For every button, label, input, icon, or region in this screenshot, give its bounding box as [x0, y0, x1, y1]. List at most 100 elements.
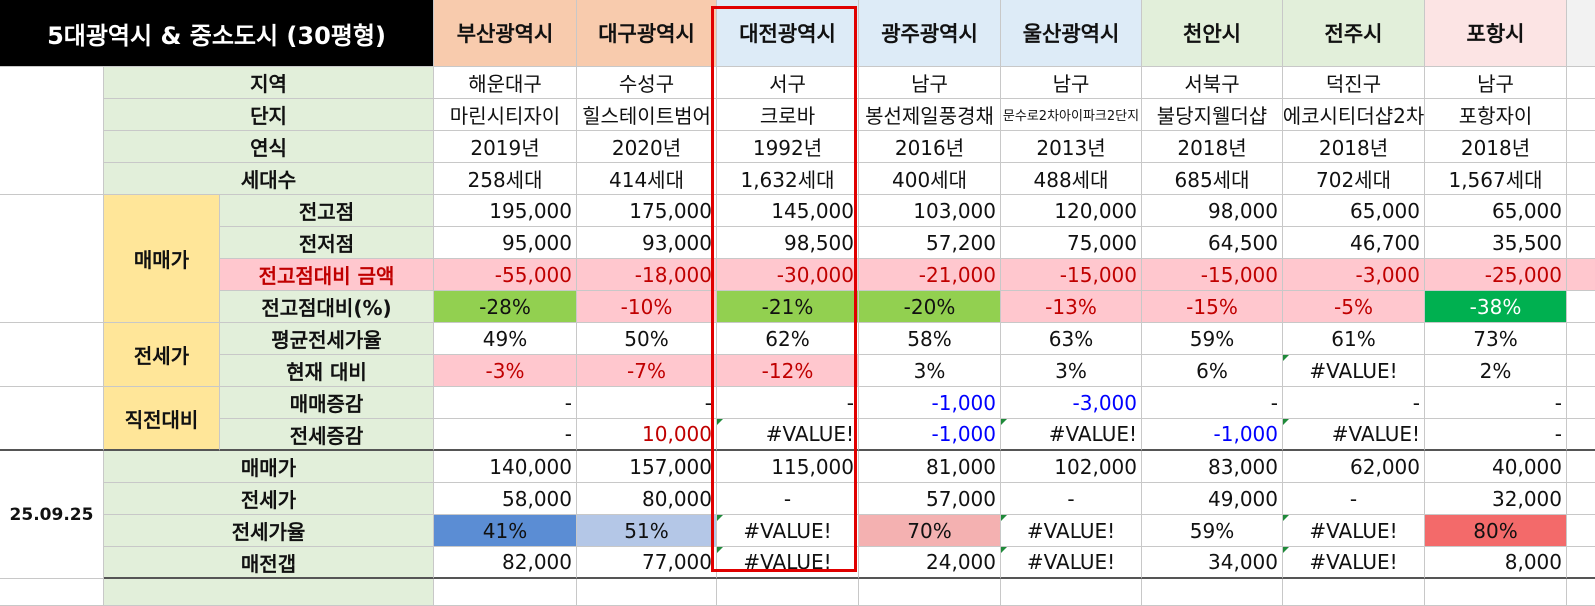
- city-header-daegu[interactable]: 대구광역시: [577, 0, 717, 67]
- table-cell[interactable]: -: [1425, 387, 1567, 419]
- table-cell[interactable]: -: [1283, 387, 1425, 419]
- empty-cell[interactable]: [0, 323, 104, 387]
- empty-cell[interactable]: [1567, 323, 1595, 355]
- table-cell[interactable]: 58,000: [434, 483, 577, 515]
- table-cell[interactable]: 남구: [1425, 67, 1567, 99]
- table-cell[interactable]: 크로바: [717, 99, 859, 131]
- table-cell[interactable]: -21,000: [859, 259, 1001, 291]
- table-cell[interactable]: 1992년: [717, 131, 859, 163]
- empty-cell[interactable]: [1567, 195, 1595, 227]
- table-cell[interactable]: 10,000: [577, 419, 717, 451]
- empty-cell[interactable]: [717, 579, 859, 606]
- city-header-jeonju[interactable]: 전주시: [1283, 0, 1425, 67]
- table-cell[interactable]: 80,000: [577, 483, 717, 515]
- table-cell[interactable]: 34,000: [1142, 547, 1283, 579]
- table-cell[interactable]: -12%: [717, 355, 859, 387]
- table-cell[interactable]: -7%: [577, 355, 717, 387]
- city-header-cheonan[interactable]: 천안시: [1142, 0, 1283, 67]
- table-cell[interactable]: 남구: [1001, 67, 1142, 99]
- table-cell[interactable]: 2019년: [434, 131, 577, 163]
- table-cell[interactable]: 남구: [859, 67, 1001, 99]
- date-label[interactable]: 25.09.25: [0, 451, 104, 579]
- row-label-region[interactable]: 지역: [104, 67, 434, 99]
- table-cell[interactable]: -: [1425, 419, 1567, 451]
- empty-cell[interactable]: [1567, 515, 1595, 547]
- row-label-avg-ratio[interactable]: 평균전세가율: [220, 323, 434, 355]
- table-cell[interactable]: -25,000: [1425, 259, 1567, 291]
- table-cell[interactable]: -15,000: [1142, 259, 1283, 291]
- table-cell[interactable]: -1,000: [1142, 419, 1283, 451]
- table-cell[interactable]: 400세대: [859, 163, 1001, 195]
- table-cell[interactable]: 2018년: [1425, 131, 1567, 163]
- empty-cell[interactable]: [1567, 355, 1595, 387]
- table-cell[interactable]: 115,000: [717, 451, 859, 483]
- table-cell[interactable]: 77,000: [577, 547, 717, 579]
- table-cell[interactable]: -: [577, 387, 717, 419]
- table-cell[interactable]: -3,000: [1283, 259, 1425, 291]
- row-label-current-jeonse[interactable]: 전세가: [104, 483, 434, 515]
- empty-cell[interactable]: [1567, 419, 1595, 451]
- table-cell[interactable]: 65,000: [1283, 195, 1425, 227]
- row-label-jeonse-change[interactable]: 전세증감: [220, 419, 434, 451]
- table-cell[interactable]: 해운대구: [434, 67, 577, 99]
- empty-cell[interactable]: [104, 579, 434, 606]
- table-cell[interactable]: #VALUE!: [717, 515, 859, 547]
- table-cell[interactable]: #VALUE!: [1001, 515, 1142, 547]
- table-cell[interactable]: -21%: [717, 291, 859, 323]
- table-cell[interactable]: 3%: [859, 355, 1001, 387]
- table-cell[interactable]: 62,000: [1283, 451, 1425, 483]
- empty-cell[interactable]: [1567, 579, 1595, 606]
- empty-cell[interactable]: [1567, 131, 1595, 163]
- table-cell[interactable]: -3,000: [1001, 387, 1142, 419]
- table-cell[interactable]: 2013년: [1001, 131, 1142, 163]
- city-header-busan[interactable]: 부산광역시: [434, 0, 577, 67]
- table-cell[interactable]: 65,000: [1425, 195, 1567, 227]
- empty-cell[interactable]: [1425, 579, 1567, 606]
- table-cell[interactable]: -: [717, 483, 859, 515]
- table-cell[interactable]: 157,000: [577, 451, 717, 483]
- table-cell[interactable]: 서북구: [1142, 67, 1283, 99]
- table-cell[interactable]: 포항자이: [1425, 99, 1567, 131]
- table-cell[interactable]: 57,200: [859, 227, 1001, 259]
- table-cell[interactable]: 145,000: [717, 195, 859, 227]
- row-label-diff-pct[interactable]: 전고점대비(%): [220, 291, 434, 323]
- city-header-ulsan[interactable]: 울산광역시: [1001, 0, 1142, 67]
- table-cell[interactable]: 140,000: [434, 451, 577, 483]
- table-cell[interactable]: 49,000: [1142, 483, 1283, 515]
- table-cell[interactable]: -18,000: [577, 259, 717, 291]
- row-label-units[interactable]: 세대수: [104, 163, 434, 195]
- table-cell[interactable]: #VALUE!: [717, 547, 859, 579]
- table-cell[interactable]: 2018년: [1142, 131, 1283, 163]
- table-cell[interactable]: 81,000: [859, 451, 1001, 483]
- row-label-vs-now[interactable]: 현재 대비: [220, 355, 434, 387]
- table-cell[interactable]: 61%: [1283, 323, 1425, 355]
- empty-cell[interactable]: [1567, 451, 1595, 483]
- table-cell[interactable]: 에코시티더샵2차: [1283, 99, 1425, 131]
- table-title[interactable]: 5대광역시 & 중소도시 (30평형): [0, 0, 434, 67]
- table-cell[interactable]: 83,000: [1142, 451, 1283, 483]
- table-cell[interactable]: 46,700: [1283, 227, 1425, 259]
- table-cell[interactable]: #VALUE!: [1001, 419, 1142, 451]
- empty-cell[interactable]: [1001, 579, 1142, 606]
- empty-cell[interactable]: [0, 195, 104, 323]
- table-cell[interactable]: 덕진구: [1283, 67, 1425, 99]
- empty-cell[interactable]: [1567, 259, 1595, 291]
- table-cell[interactable]: 1,632세대: [717, 163, 859, 195]
- table-cell[interactable]: -: [434, 419, 577, 451]
- table-cell[interactable]: #VALUE!: [1283, 355, 1425, 387]
- table-cell[interactable]: -5%: [1283, 291, 1425, 323]
- table-cell[interactable]: 82,000: [434, 547, 577, 579]
- table-cell[interactable]: -10%: [577, 291, 717, 323]
- category-prev[interactable]: 직전대비: [104, 387, 220, 451]
- empty-cell[interactable]: [1567, 99, 1595, 131]
- table-cell[interactable]: -15%: [1142, 291, 1283, 323]
- table-cell[interactable]: 40,000: [1425, 451, 1567, 483]
- table-cell[interactable]: 8,000: [1425, 547, 1567, 579]
- empty-cell[interactable]: [1567, 291, 1595, 323]
- city-header-daejeon[interactable]: 대전광역시: [717, 0, 859, 67]
- table-cell[interactable]: 2018년: [1283, 131, 1425, 163]
- table-cell[interactable]: 2020년: [577, 131, 717, 163]
- table-cell[interactable]: -15,000: [1001, 259, 1142, 291]
- table-cell[interactable]: 49%: [434, 323, 577, 355]
- table-cell[interactable]: -13%: [1001, 291, 1142, 323]
